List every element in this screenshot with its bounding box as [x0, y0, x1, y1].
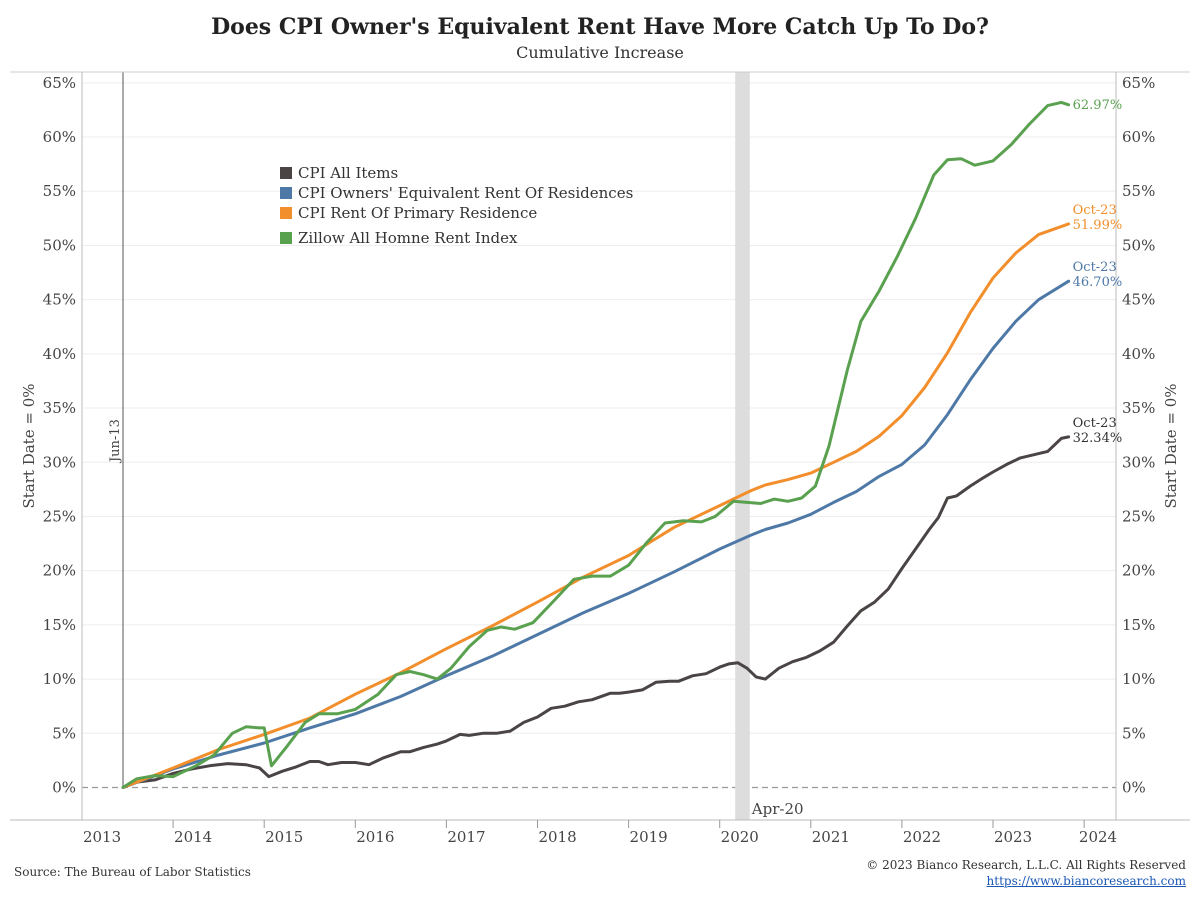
y-tick-label-right: 65% — [1122, 74, 1155, 92]
y-axis-title-right: Start Date = 0% — [1162, 384, 1180, 509]
axes: 0% 0% 5% 5% 10% 10% 15% 15% 20% 20% 25% 25% 30% 30% 35… — [10, 71, 1190, 846]
y-tick-label-right: 5% — [1122, 724, 1146, 742]
source-note: Source: The Bureau of Labor Statistics — [14, 865, 251, 879]
y-tick-label-left: 30% — [43, 453, 76, 471]
x-tick-label: 2015 — [265, 828, 303, 846]
y-tick-label-left: 40% — [43, 345, 76, 363]
x-tick-label: 2019 — [630, 828, 668, 846]
y-tick-label-right: 0% — [1122, 778, 1146, 796]
y-tick-label-left: 50% — [43, 236, 76, 254]
footer-right: © 2023 Bianco Research, L.L.C. All Right… — [866, 857, 1186, 889]
y-tick-label-right: 55% — [1122, 182, 1155, 200]
y-tick-label-right: 60% — [1122, 128, 1155, 146]
series-line-1 — [121, 279, 1071, 789]
y-tick-label-left: 65% — [43, 74, 76, 92]
x-tick-label: 2014 — [174, 828, 212, 846]
end-labels: Oct-2332.34%Oct-2346.70%Oct-2351.99%62.9… — [1073, 98, 1123, 446]
legend: CPI All Items CPI Owners' Equivalent Rent… — [280, 164, 633, 247]
series-lines — [121, 100, 1071, 789]
y-tick-label-left: 60% — [43, 128, 76, 146]
y-tick-label-left: 0% — [52, 778, 76, 796]
y-axis-title-left: Start Date = 0% — [20, 384, 38, 509]
band-label: Apr-20 — [751, 800, 804, 818]
x-tick-label: 2020 — [721, 828, 759, 846]
series-line-3 — [121, 100, 1071, 789]
x-tick-label: 2024 — [1079, 828, 1117, 846]
end-value-label: 46.70% — [1073, 275, 1123, 290]
legend-swatch — [280, 167, 292, 179]
end-date-label: Oct-23 — [1073, 203, 1117, 218]
website-link[interactable]: https://www.biancoresearch.com — [986, 874, 1186, 888]
x-tick-label: 2021 — [812, 828, 850, 846]
end-value-label: 62.97% — [1073, 98, 1123, 113]
legend-swatch — [280, 207, 292, 219]
y-tick-label-right: 45% — [1122, 291, 1155, 309]
start-date-label: Jun-13 — [108, 419, 123, 464]
x-tick-label: 2022 — [903, 828, 941, 846]
y-tick-label-left: 10% — [43, 670, 76, 688]
x-tick-label: 2016 — [356, 828, 394, 846]
end-date-label: Oct-23 — [1073, 416, 1117, 431]
legend-swatch — [280, 232, 292, 244]
series-line-2 — [121, 222, 1071, 789]
x-tick-label: 2018 — [538, 828, 576, 846]
y-tick-label-right: 25% — [1122, 507, 1155, 525]
legend-swatch — [280, 187, 292, 199]
chart-title: Does CPI Owner's Equivalent Rent Have Mo… — [211, 14, 989, 40]
legend-label: Zillow All Homne Rent Index — [298, 229, 518, 247]
y-tick-label-left: 20% — [43, 562, 76, 580]
y-tick-label-left: 55% — [43, 182, 76, 200]
x-tick-label: 2013 — [83, 828, 121, 846]
x-tick-label: 2017 — [447, 828, 485, 846]
y-tick-label-right: 15% — [1122, 616, 1155, 634]
y-tick-label-left: 25% — [43, 507, 76, 525]
end-value-label: 51.99% — [1073, 218, 1123, 233]
x-tick-label: 2023 — [994, 828, 1032, 846]
grid — [82, 82, 1116, 789]
y-tick-label-right: 40% — [1122, 345, 1155, 363]
y-tick-label-left: 15% — [43, 616, 76, 634]
y-tick-label-left: 5% — [52, 724, 76, 742]
y-tick-label-right: 50% — [1122, 236, 1155, 254]
legend-label: CPI Rent Of Primary Residence — [298, 204, 537, 222]
recession-band — [735, 72, 750, 820]
end-date-label: Oct-23 — [1073, 260, 1117, 275]
series-line-0 — [121, 435, 1071, 789]
y-tick-label-right: 30% — [1122, 453, 1155, 471]
y-tick-label-right: 20% — [1122, 562, 1155, 580]
end-value-label: 32.34% — [1073, 431, 1123, 446]
legend-label: CPI Owners' Equivalent Rent Of Residence… — [298, 184, 633, 202]
y-tick-label-left: 45% — [43, 291, 76, 309]
copyright: © 2023 Bianco Research, L.L.C. All Right… — [866, 858, 1186, 872]
chart-subtitle: Cumulative Increase — [516, 43, 684, 62]
y-tick-label-right: 10% — [1122, 670, 1155, 688]
y-tick-label-left: 35% — [43, 399, 76, 417]
y-tick-label-right: 35% — [1122, 399, 1155, 417]
legend-label: CPI All Items — [298, 164, 398, 182]
